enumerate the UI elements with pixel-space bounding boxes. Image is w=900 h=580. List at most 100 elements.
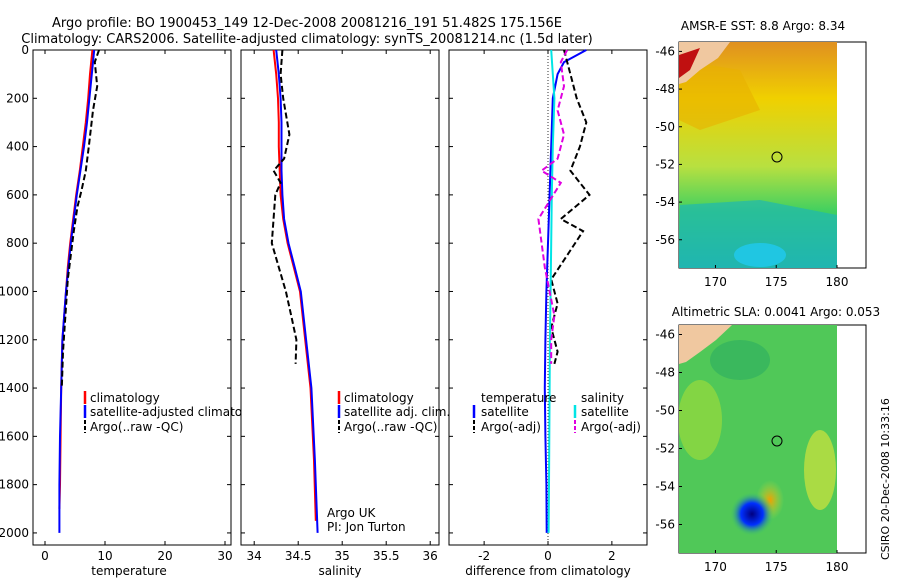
x-tick-label: 36 (423, 549, 438, 563)
difference-panel: -2 0 2 difference from climatology tempera… (448, 49, 648, 578)
legend-header-temperature: temperature (481, 391, 556, 405)
salinity-ticks: 34 34.5 35 35.5 36 (241, 49, 439, 563)
legend-label-argo: Argo(..raw -QC) (90, 420, 183, 434)
salinity-series (270, 49, 319, 533)
legend-label-sal-satellite: satellite (581, 405, 629, 419)
x-tick-label: 35.5 (373, 549, 400, 563)
y-tick-label: 1000 (0, 284, 29, 298)
legend-header-salinity: salinity (581, 391, 624, 405)
map-x-tick-label: 170 (704, 560, 727, 574)
temperature-xlabel: temperature (91, 564, 166, 578)
sla-map-title: Altimetric SLA: 0.0041 Argo: 0.053 (672, 305, 880, 319)
map-y-tick-label: -48 (655, 82, 675, 96)
temperature-axes-box (32, 49, 232, 546)
map-y-tick-label: -46 (655, 44, 675, 58)
sst-field (679, 42, 837, 268)
y-tick-label: 1800 (0, 478, 29, 492)
series-line-argo-raw-qc- (60, 49, 100, 389)
x-tick-label: 35 (335, 549, 350, 563)
sst-cold-region (679, 200, 837, 268)
map-x-tick-label: 175 (765, 275, 788, 289)
sla-field (679, 325, 837, 553)
sst-map-panel: AMSR-E SST: 8.8 Argo: 8.34 170 175 180 -46 -… (655, 19, 867, 289)
sla-map-panel: Altimetric SLA: 0.0041 Argo: 0.053 170 17… (655, 305, 880, 574)
sla-patch-a (679, 380, 722, 460)
x-tick-label: 0 (41, 549, 49, 563)
salinity-axes-box (240, 49, 440, 546)
legend-label-sal-argo: Argo(-adj) (581, 420, 641, 434)
map-x-tick-label: 180 (826, 275, 849, 289)
figure-title-line2: Climatology: CARS2006. Satellite-adjuste… (21, 32, 593, 47)
series-line-satellite (543, 49, 587, 533)
temperature-legend: climatology satellite-adjusted climatolo… (83, 391, 268, 434)
sst-cold-spot (734, 243, 786, 267)
sst-warm-band (679, 60, 760, 130)
y-tick-label: 800 (6, 236, 29, 250)
y-tick-label: 1200 (0, 333, 29, 347)
sla-patch-b (804, 430, 836, 510)
difference-ticks: -2 0 2 (449, 49, 647, 563)
map-x-tick-label: 175 (765, 560, 788, 574)
x-tick-label: 34.5 (285, 549, 312, 563)
temperature-ticks: 0 10 20 30 0 200 400 600 800 1000 1200 1400 1600 1800… (0, 43, 233, 563)
annotation-argo-uk: Argo UK (327, 506, 376, 520)
x-tick-label: 30 (217, 549, 232, 563)
temperature-panel: 0 10 20 30 0 200 400 600 800 1000 1200 1400 1600 1800… (0, 43, 268, 578)
map-y-tick-label: -52 (655, 157, 675, 171)
map-y-tick-label: -54 (655, 195, 675, 209)
difference-series (537, 49, 591, 533)
x-tick-label: 20 (157, 549, 172, 563)
y-tick-label: 0 (21, 43, 29, 57)
sst-map-ticks: 170 175 180 -46 -48 -50 -52 -54 -56 (655, 44, 848, 289)
nz-land-top (679, 325, 732, 364)
sla-eddy (730, 492, 774, 536)
series-line-argo-raw-qc- (270, 49, 298, 364)
sla-map-ticks: 170 175 180 -46 -48 -50 -52 -54 -56 (655, 328, 848, 575)
annotation-pi: PI: Jon Turton (327, 520, 406, 534)
y-tick-label: 400 (6, 140, 29, 154)
legend-label-satellite-adj: satellite adj. clim. (344, 405, 450, 419)
salinity-panel: 34 34.5 35 35.5 36 salinity climatology sate… (240, 49, 450, 578)
legend-label-climatology: climatology (344, 391, 414, 405)
map-y-tick-label: -50 (655, 120, 675, 134)
figure-title-line1: Argo profile: BO 1900453_149 12-Dec-2008… (52, 16, 562, 31)
y-tick-label: 2000 (0, 526, 29, 540)
salinity-xlabel: salinity (318, 564, 361, 578)
difference-axes-box (448, 49, 648, 546)
series-line-satellite-adj-clim- (275, 49, 319, 533)
map-y-tick-label: -52 (655, 442, 675, 456)
map-x-tick-label: 180 (826, 560, 849, 574)
series-line-satellite-adjusted-climatology (58, 49, 96, 533)
argo-position-marker (771, 435, 783, 447)
sla-patch-d (710, 340, 770, 380)
salinity-legend: climatology satellite adj. clim. Argo(..… (337, 391, 450, 434)
series-line-satellite (547, 49, 556, 533)
sst-map-title: AMSR-E SST: 8.8 Argo: 8.34 (681, 19, 845, 33)
nz-land-edge (679, 48, 700, 78)
difference-xlabel: difference from climatology (465, 564, 631, 578)
series-line-argo-adj- (537, 49, 569, 364)
legend-label-argo: Argo(..raw -QC) (344, 420, 437, 434)
map-y-tick-label: -56 (655, 518, 675, 532)
difference-legend: temperature salinity satellite Argo(-adj… (472, 391, 641, 434)
legend-label-climatology: climatology (90, 391, 160, 405)
x-tick-label: 2 (608, 549, 616, 563)
y-tick-label: 600 (6, 188, 29, 202)
argo-position-marker (771, 151, 783, 163)
y-tick-label: 1600 (0, 429, 29, 443)
x-tick-label: 10 (97, 549, 112, 563)
map-y-tick-label: -50 (655, 404, 675, 418)
x-tick-label: 34 (247, 549, 262, 563)
legend-label-satellite-adjusted: satellite-adjusted climatology (90, 405, 268, 419)
side-timestamp-label: CSIRO 20-Dec-2008 10:33:16 (879, 398, 892, 560)
map-y-tick-label: -56 (655, 233, 675, 247)
map-y-tick-label: -48 (655, 366, 675, 380)
map-x-tick-label: 170 (704, 275, 727, 289)
legend-label-temp-argo: Argo(-adj) (481, 420, 541, 434)
temperature-series (58, 49, 100, 533)
y-tick-label: 1400 (0, 381, 29, 395)
y-tick-label: 200 (6, 91, 29, 105)
legend-label-temp-satellite: satellite (481, 405, 529, 419)
map-y-tick-label: -46 (655, 328, 675, 342)
